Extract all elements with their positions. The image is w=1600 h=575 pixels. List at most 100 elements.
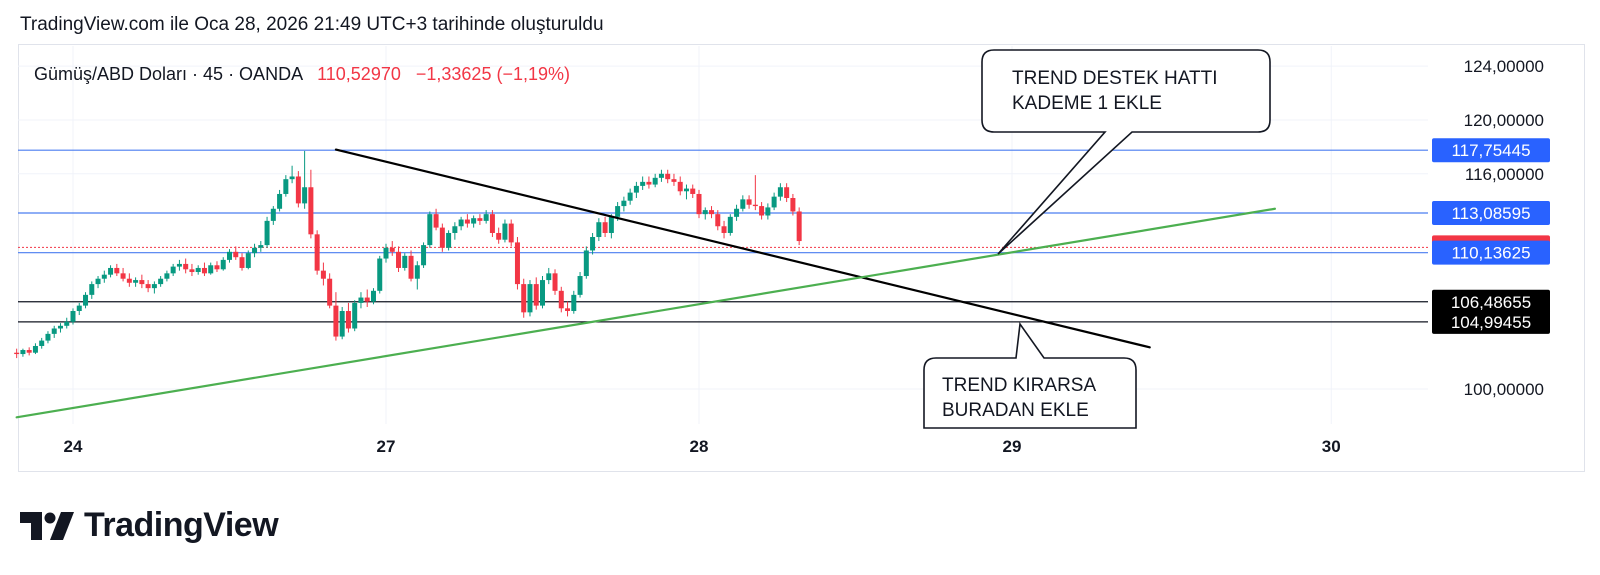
candle-body (652, 177, 658, 185)
candle-body (189, 269, 195, 272)
candle (139, 274, 145, 289)
candle-body (702, 210, 708, 215)
candle-body (646, 181, 652, 185)
candle (715, 210, 721, 231)
chart-created-caption: TradingView.com ile Oca 28, 2026 21:49 U… (20, 14, 604, 35)
candle-body (208, 265, 214, 274)
candle-body (389, 247, 395, 252)
candle-body (302, 187, 308, 204)
candle (633, 181, 639, 199)
candle (389, 241, 395, 256)
candle (108, 265, 114, 278)
tradingview-logo[interactable]: TradingView (20, 506, 279, 545)
time-axis-tick-label: 24 (64, 437, 83, 456)
candle-body (277, 193, 283, 209)
candle (740, 195, 746, 212)
candle-body (658, 173, 664, 178)
candle-body (333, 305, 339, 337)
descending-trend-line[interactable] (334, 148, 1151, 349)
price-axis[interactable]: 124,00000 120,00000 116,00000 100,00000 117,… (1428, 46, 1583, 424)
price-axis-tick-label: 100,00000 (1464, 380, 1544, 399)
candle (327, 273, 333, 309)
candle (39, 337, 45, 349)
candle-body (89, 284, 95, 295)
candle (552, 269, 558, 295)
candle-body (414, 265, 420, 279)
candle (358, 292, 364, 309)
candle (189, 263, 195, 277)
trend-break-callout: TREND KIRARSA BURADAN EKLE (923, 321, 1137, 429)
candle (352, 300, 358, 332)
candle (571, 290, 577, 314)
candle (602, 216, 608, 238)
candle (546, 267, 552, 285)
candle (302, 150, 308, 209)
candle (258, 241, 264, 252)
candle (784, 183, 790, 203)
candle (76, 302, 82, 316)
candle (89, 281, 95, 299)
candle-body (615, 206, 621, 217)
candle-body (164, 273, 170, 279)
candle (540, 276, 545, 309)
candle-body (740, 199, 746, 209)
candle (252, 243, 258, 258)
candle (133, 277, 139, 287)
candle-body (145, 284, 151, 289)
candle (583, 246, 589, 279)
candle (665, 169, 671, 184)
time-axis-tick-label: 28 (690, 437, 709, 456)
trend-support-callout: TREND DESTEK HATTI KADEME 1 EKLE (981, 49, 1271, 255)
candle-body (608, 216, 614, 233)
candle-body (402, 255, 408, 268)
candle (320, 262, 326, 286)
candle (652, 173, 658, 188)
candle (51, 325, 57, 338)
candle (771, 192, 777, 211)
price-level-badge (1432, 240, 1550, 265)
candle (558, 286, 564, 313)
candle-body (126, 278, 132, 283)
candle-body (796, 211, 802, 242)
candle (796, 207, 802, 246)
candle-body (39, 340, 45, 346)
candle-body (352, 302, 358, 329)
candle (514, 237, 520, 290)
candle-body (245, 253, 251, 268)
time-axis-tick-label: 30 (1322, 437, 1341, 456)
candle (32, 343, 38, 355)
candle-body (621, 200, 627, 207)
candle (765, 203, 771, 220)
candle-body (183, 263, 189, 270)
trend-lines (15, 148, 1277, 419)
candle-body (784, 187, 790, 199)
candle (20, 348, 26, 357)
time-axis[interactable]: 24 27 28 29 30 (64, 437, 1341, 456)
candle (439, 223, 445, 252)
candle (245, 250, 251, 270)
candle-body (746, 199, 752, 205)
price-level-label: 106,48655 (1451, 293, 1531, 312)
candle-body (258, 245, 264, 248)
candle (295, 171, 301, 208)
candle (220, 257, 226, 271)
candle (577, 271, 583, 298)
candle (333, 292, 339, 341)
candle (752, 175, 758, 211)
ascending-trend-line[interactable] (15, 207, 1277, 419)
candle (208, 262, 214, 275)
candle (671, 173, 677, 186)
legend-price: 110,52970 (317, 64, 401, 84)
candle (201, 262, 207, 277)
candle-body (734, 208, 740, 217)
candle-body (709, 210, 715, 215)
candle-body (464, 219, 470, 224)
candle (464, 214, 470, 228)
candle-body (339, 311, 345, 337)
candle (565, 301, 571, 317)
candle (677, 176, 683, 196)
candle (521, 278, 527, 318)
candle (364, 289, 370, 307)
candle (233, 246, 239, 260)
